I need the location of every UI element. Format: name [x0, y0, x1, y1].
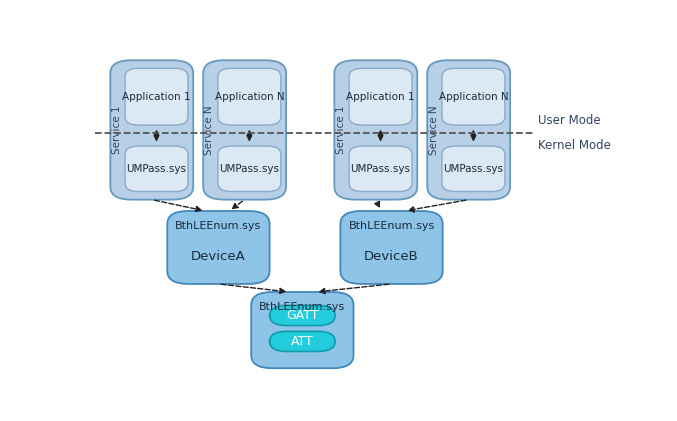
Text: ATT: ATT: [291, 335, 313, 348]
Text: Kernel Mode: Kernel Mode: [538, 139, 611, 152]
FancyBboxPatch shape: [341, 211, 443, 284]
FancyBboxPatch shape: [110, 60, 193, 200]
FancyBboxPatch shape: [269, 306, 335, 325]
FancyBboxPatch shape: [203, 60, 286, 200]
FancyBboxPatch shape: [349, 146, 412, 192]
FancyBboxPatch shape: [442, 68, 505, 125]
FancyBboxPatch shape: [167, 211, 269, 284]
FancyBboxPatch shape: [334, 60, 417, 200]
FancyBboxPatch shape: [251, 292, 353, 368]
Text: UMPass.sys: UMPass.sys: [443, 164, 504, 174]
Text: UMPass.sys: UMPass.sys: [127, 164, 186, 174]
Text: Application N: Application N: [215, 92, 284, 102]
Text: UMPass.sys: UMPass.sys: [219, 164, 280, 174]
FancyBboxPatch shape: [218, 146, 281, 192]
Text: Service 1: Service 1: [112, 106, 122, 154]
Text: BthLEEnum.sys: BthLEEnum.sys: [349, 221, 435, 231]
Text: Application 1: Application 1: [347, 92, 415, 102]
Text: Service N: Service N: [429, 105, 439, 155]
Text: Service N: Service N: [204, 105, 215, 155]
FancyBboxPatch shape: [218, 68, 281, 125]
FancyBboxPatch shape: [349, 68, 412, 125]
Text: GATT: GATT: [286, 309, 319, 322]
FancyBboxPatch shape: [269, 331, 335, 352]
Text: Service 1: Service 1: [336, 106, 346, 154]
FancyBboxPatch shape: [125, 68, 188, 125]
Text: DeviceB: DeviceB: [364, 250, 419, 263]
Text: BthLEEnum.sys: BthLEEnum.sys: [175, 221, 261, 231]
FancyBboxPatch shape: [427, 60, 510, 200]
Text: Application 1: Application 1: [123, 92, 191, 102]
FancyBboxPatch shape: [125, 146, 188, 192]
Text: DeviceA: DeviceA: [191, 250, 246, 263]
Text: Application N: Application N: [439, 92, 508, 102]
Text: UMPass.sys: UMPass.sys: [351, 164, 410, 174]
FancyBboxPatch shape: [442, 146, 505, 192]
Text: User Mode: User Mode: [538, 115, 601, 128]
Text: BthLEEnum.sys: BthLEEnum.sys: [259, 302, 345, 312]
